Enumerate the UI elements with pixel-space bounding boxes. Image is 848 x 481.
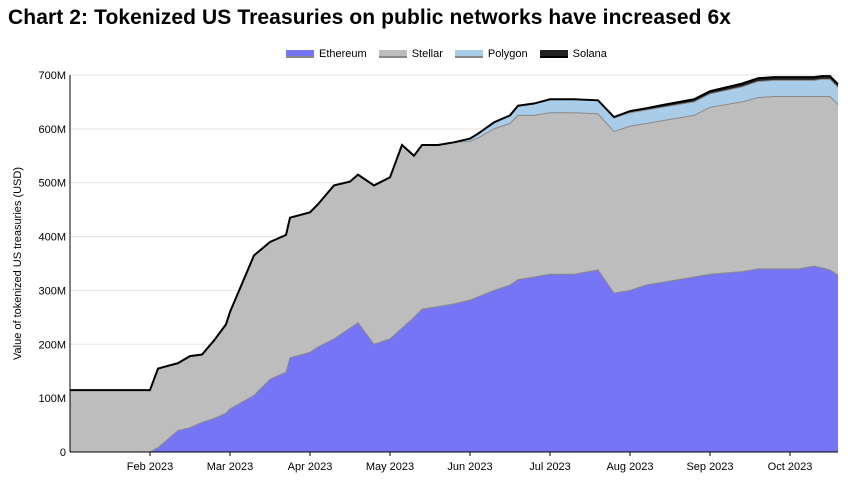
x-tick-label: Jul 2023 <box>529 461 571 473</box>
y-tick-label: 0 <box>60 447 66 459</box>
x-tick-label: May 2023 <box>366 461 414 473</box>
x-tick-label: Oct 2023 <box>768 461 813 473</box>
series-line-ethereum <box>70 265 839 453</box>
legend-swatch-solana <box>539 50 568 58</box>
legend-label: Polygon <box>487 48 528 60</box>
y-tick-label: 300M <box>38 285 66 297</box>
x-tick-label: Sep 2023 <box>686 461 733 473</box>
y-axis-label: Value of tokenized US treasuries (USD) <box>12 167 24 360</box>
y-tick-label: 500M <box>38 178 66 190</box>
series-area-ethereum <box>70 266 838 452</box>
x-tick-label: Jun 2023 <box>447 461 492 473</box>
legend-swatch-stellar <box>378 50 407 58</box>
legend-label: Ethereum <box>319 48 367 60</box>
x-tick-label: Mar 2023 <box>207 461 253 473</box>
legend-item-stellar: Stellar <box>378 48 443 60</box>
series-area-stellar <box>70 96 838 453</box>
y-tick-label: 100M <box>38 393 66 405</box>
chart-title: Chart 2: Tokenized US Treasuries on publ… <box>8 6 732 29</box>
x-tick-label: Apr 2023 <box>288 461 333 473</box>
legend-label: Stellar <box>411 48 443 60</box>
legend-swatch-polygon <box>454 50 483 58</box>
x-tick-label: Feb 2023 <box>127 461 173 473</box>
legend-item-ethereum: Ethereum <box>286 48 367 60</box>
y-tick-label: 200M <box>38 339 66 351</box>
chart-legend: Ethereum Stellar Polygon Solana <box>286 48 607 60</box>
legend-label: Solana <box>572 48 607 60</box>
legend-swatch-ethereum <box>286 50 314 58</box>
y-tick-label: 400M <box>38 232 66 244</box>
x-tick-label: Aug 2023 <box>606 461 653 473</box>
y-tick-label: 700M <box>38 70 66 82</box>
legend-item-solana: Solana <box>539 48 607 60</box>
legend-item-polygon: Polygon <box>454 48 528 60</box>
series-line-solana <box>70 75 839 392</box>
y-tick-label: 600M <box>38 124 66 136</box>
